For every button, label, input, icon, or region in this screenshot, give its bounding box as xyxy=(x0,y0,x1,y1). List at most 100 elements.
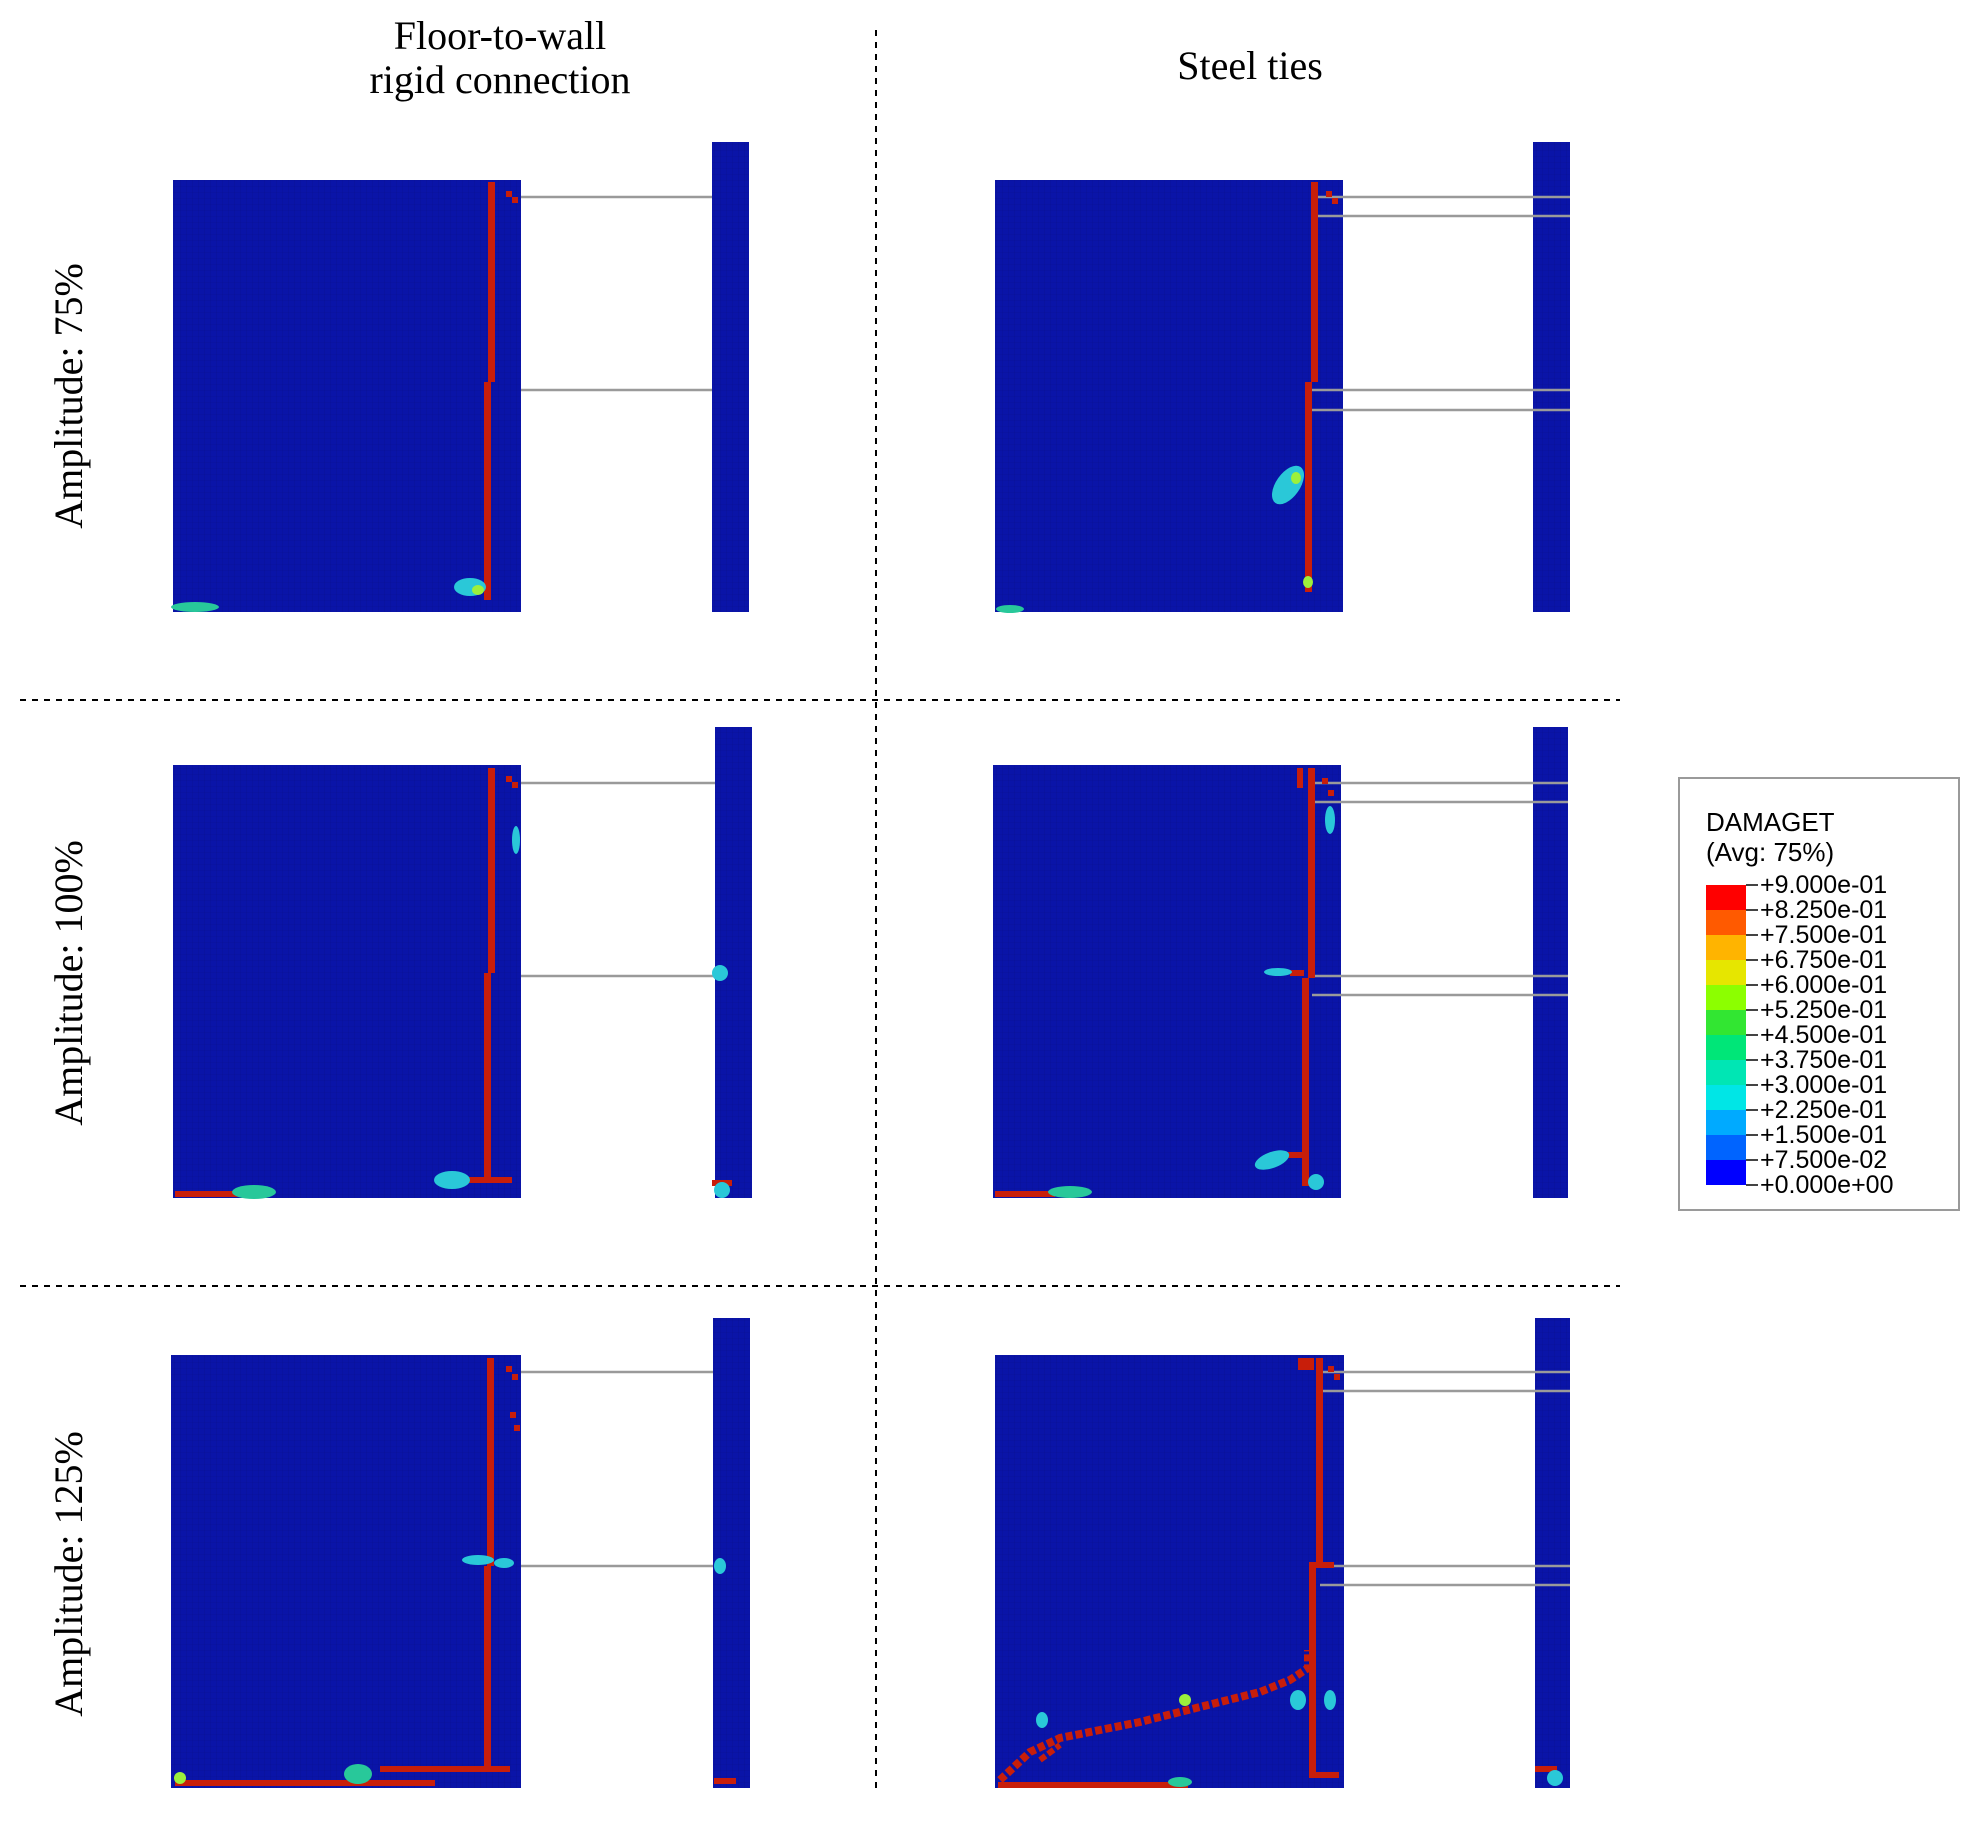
crack-vertical xyxy=(1308,768,1315,978)
legend-averaging: (Avg: 75%) xyxy=(1706,837,1835,867)
legend-tick xyxy=(1746,959,1758,961)
crack-vertical xyxy=(484,382,491,600)
damage-spot xyxy=(712,965,728,981)
crack-dot xyxy=(506,191,512,197)
crack-horizontal xyxy=(175,1780,435,1786)
wall-panel xyxy=(1535,1318,1570,1788)
crack-vertical xyxy=(1316,1358,1323,1563)
crack-vertical xyxy=(1305,382,1312,592)
legend-swatch xyxy=(1706,1135,1746,1160)
wall-panel xyxy=(1533,727,1568,1198)
legend-level-label: +2.250e-01 xyxy=(1760,1096,1888,1124)
legend-swatch xyxy=(1706,1085,1746,1110)
legend-swatch xyxy=(1706,1010,1746,1035)
crack-horizontal xyxy=(175,1191,245,1197)
crack-dot xyxy=(1297,768,1303,788)
damage-spot xyxy=(1308,1174,1324,1190)
damage-spot xyxy=(714,1182,730,1198)
column-title-rigid: Floor-to-wall rigid connection xyxy=(369,13,631,102)
floor-panel xyxy=(173,180,521,612)
legend-level-label: +8.250e-01 xyxy=(1760,896,1888,924)
legend-level-label: +0.000e+00 xyxy=(1760,1171,1894,1199)
legend-level-label: +6.750e-01 xyxy=(1760,946,1888,974)
crack-vertical xyxy=(488,768,495,973)
legend-swatch xyxy=(1706,985,1746,1010)
legend-tick xyxy=(1746,1034,1758,1036)
damage-spot xyxy=(714,1558,726,1574)
crack-dot xyxy=(1332,198,1338,204)
crack-horizontal xyxy=(995,1191,1055,1197)
damage-spot xyxy=(1324,1690,1336,1710)
legend-tick xyxy=(1746,1184,1758,1186)
crack-vertical xyxy=(1302,978,1309,1186)
damage-spot xyxy=(462,1555,494,1565)
crack-vertical xyxy=(488,182,495,382)
damage-spot xyxy=(174,1772,186,1784)
crack-vertical xyxy=(1309,1562,1316,1772)
crack-dot xyxy=(1298,1358,1314,1370)
legend-level-label: +3.000e-01 xyxy=(1760,1071,1888,1099)
row-label-100: Amplitude: 100% xyxy=(46,840,91,1126)
damage-spot xyxy=(472,585,484,595)
damage-spot xyxy=(1036,1712,1048,1728)
legend-tick xyxy=(1746,984,1758,986)
row-label-75: Amplitude: 75% xyxy=(46,263,91,529)
panel-75-ties xyxy=(995,142,1570,613)
damage-spot xyxy=(1547,1770,1563,1786)
wall-panel xyxy=(1533,142,1570,612)
legend-swatch xyxy=(1706,1035,1746,1060)
legend-swatch xyxy=(1706,885,1746,910)
damage-spot xyxy=(1179,1694,1191,1706)
legend-title: DAMAGET xyxy=(1706,807,1835,837)
crack-dot xyxy=(1322,778,1328,784)
legend-swatch xyxy=(1706,1160,1746,1185)
damage-spot xyxy=(1168,1777,1192,1787)
wall-panel xyxy=(715,727,752,1198)
panel-100-ties xyxy=(993,727,1568,1198)
crack-vertical xyxy=(487,1358,494,1566)
crack-dot xyxy=(1328,790,1334,796)
damage-spot xyxy=(996,605,1024,613)
floor-panel xyxy=(171,1355,521,1788)
crack-vertical xyxy=(484,973,491,1183)
legend-level-label: +3.750e-01 xyxy=(1760,1046,1888,1074)
crack-dot xyxy=(506,776,512,782)
legend-level-label: +4.500e-01 xyxy=(1760,1021,1888,1049)
panel-75-rigid xyxy=(171,142,749,612)
damage-spot xyxy=(171,602,219,612)
crack-vertical xyxy=(1311,182,1318,382)
crack-dot xyxy=(506,1366,512,1372)
legend-level-label: +7.500e-02 xyxy=(1760,1146,1888,1174)
damage-spot xyxy=(1325,806,1335,834)
crack-dot xyxy=(512,782,518,788)
crack-dot xyxy=(514,1425,520,1431)
crack-horizontal xyxy=(1309,1772,1339,1778)
crack-dot xyxy=(1285,1152,1303,1158)
crack-dot xyxy=(510,1412,516,1418)
crack-dot xyxy=(1290,970,1304,976)
legend-level-label: +7.500e-01 xyxy=(1760,921,1888,949)
legend-level-label: +5.250e-01 xyxy=(1760,996,1888,1024)
crack-horizontal xyxy=(1309,1562,1334,1568)
damage-spot xyxy=(494,1558,514,1568)
legend-swatch xyxy=(1706,935,1746,960)
damage-legend: DAMAGET (Avg: 75%) +9.000e-01 +8.250e-01 +… xyxy=(1678,777,1960,1211)
damage-spot xyxy=(1291,472,1301,484)
legend-swatch xyxy=(1706,1060,1746,1085)
damage-spot xyxy=(344,1764,372,1784)
crack-dot xyxy=(714,1778,736,1784)
wall-panel xyxy=(712,142,749,612)
damage-spot xyxy=(1264,968,1292,976)
legend-tick xyxy=(1746,1059,1758,1061)
damage-spot xyxy=(1254,1150,1290,1170)
panel-125-ties xyxy=(995,1318,1570,1788)
legend-tick xyxy=(1746,884,1758,886)
crack-dot xyxy=(1328,1366,1334,1372)
wall-panel xyxy=(713,1318,750,1788)
floor-panel xyxy=(173,765,521,1198)
floor-panel xyxy=(993,765,1341,1198)
damage-spot xyxy=(1303,576,1313,588)
crack-horizontal xyxy=(998,1782,1188,1788)
